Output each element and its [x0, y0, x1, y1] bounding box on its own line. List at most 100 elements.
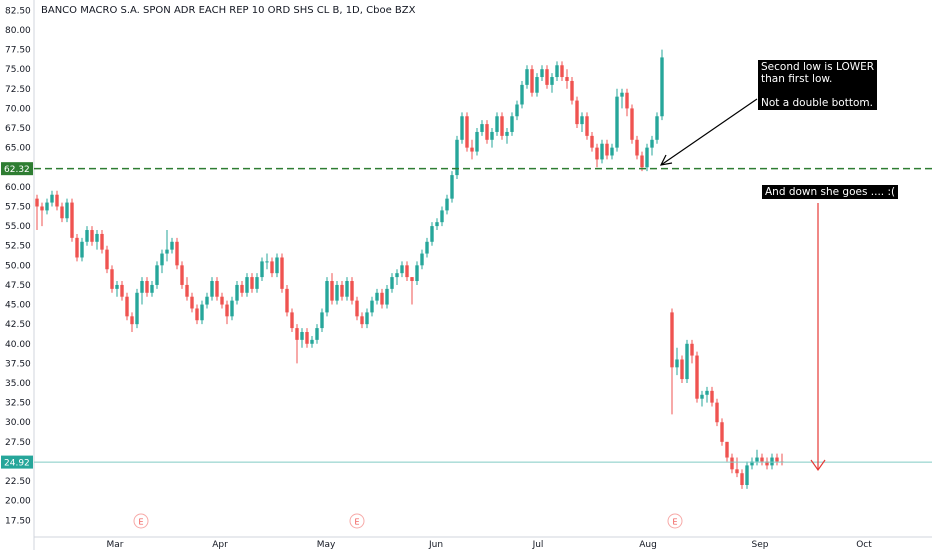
candle-body [585, 116, 589, 136]
y-tick-label: 47.50 [5, 281, 31, 291]
candle-body [170, 241, 174, 250]
chart-title: BANCO MACRO S.A. SPON ADR EACH REP 10 OR… [41, 5, 416, 16]
candle-body [140, 281, 144, 293]
earnings-marker-label: E [354, 518, 359, 527]
candle-body [745, 465, 749, 486]
candle-body [350, 281, 354, 301]
candle-body [675, 359, 679, 368]
earnings-marker[interactable] [133, 513, 149, 529]
last-price-label-bg [1, 455, 33, 469]
candle-body [430, 226, 434, 242]
candle-body [720, 422, 724, 442]
x-tick-label: Oct [856, 540, 872, 550]
y-tick-label: 37.50 [5, 359, 31, 369]
candle-body [590, 135, 594, 148]
candle-body [115, 284, 119, 289]
candle-body [700, 394, 704, 399]
candle-body [315, 328, 319, 340]
candle-body [35, 198, 39, 207]
candle-body [200, 304, 204, 321]
candle-body [455, 139, 459, 176]
candle-body [560, 65, 564, 78]
candle-body [570, 80, 574, 101]
candle-body [370, 300, 374, 313]
candle-body [615, 96, 619, 148]
candle-body [275, 257, 279, 274]
candle-body [505, 131, 509, 136]
candle-body [335, 284, 339, 301]
candle-body [705, 390, 709, 395]
support-price-label-bg [1, 162, 33, 176]
y-tick-label: 80.00 [5, 26, 31, 36]
candle-body [575, 100, 579, 125]
y-tick-label: 67.50 [5, 124, 31, 134]
y-tick-label: 77.50 [5, 46, 31, 56]
candle-body [175, 241, 179, 266]
y-tick-label: 65.00 [5, 144, 31, 154]
y-tick-label: 52.50 [5, 242, 31, 252]
candle-body [685, 343, 689, 380]
candle-body [420, 253, 424, 266]
candle-body [520, 84, 524, 105]
candle-body [260, 261, 264, 278]
candle-body [145, 281, 149, 293]
candle-body [515, 104, 519, 117]
earnings-marker[interactable] [349, 513, 365, 529]
candle-body [165, 249, 169, 254]
candle-body [100, 233, 104, 250]
x-tick-label: May [317, 540, 336, 550]
annotation-down-she-goes[interactable]: And down she goes .... :( [762, 185, 899, 199]
candle-body [265, 261, 269, 263]
candle-body [680, 359, 684, 380]
candle-body [40, 206, 44, 211]
candle-body [545, 69, 549, 85]
annotation-second-low[interactable]: Second low is LOWER than first low. Not … [758, 60, 878, 110]
candle-body [205, 296, 209, 305]
candle-body [530, 69, 534, 93]
annotation-arrow-head [659, 154, 673, 166]
y-tick-label: 20.00 [5, 497, 31, 507]
candle-body [285, 288, 289, 313]
candle-body [770, 457, 774, 466]
y-tick-label: 50.00 [5, 261, 31, 271]
candle-body [310, 339, 314, 344]
y-tick-label: 32.50 [5, 399, 31, 409]
candle-body [360, 316, 364, 325]
candle-body [555, 65, 559, 78]
earnings-marker-label: E [138, 518, 143, 527]
candle-body [535, 77, 539, 93]
candle-body [255, 277, 259, 289]
y-tick-label: 27.50 [5, 438, 31, 448]
candle-body [630, 108, 634, 140]
candle-body [280, 257, 284, 289]
candle-body [715, 402, 719, 423]
x-tick-label: Mar [107, 540, 124, 550]
candle-body [250, 277, 254, 289]
candle-body [85, 230, 89, 242]
candle-body [345, 281, 349, 297]
candle-body [395, 273, 399, 278]
candle-body [500, 116, 504, 136]
y-tick-label: 70.00 [5, 104, 31, 114]
candle-body [490, 131, 494, 140]
candle-body [655, 116, 659, 140]
earnings-marker[interactable] [667, 513, 683, 529]
support-price-label: 62.32 [4, 165, 30, 175]
candle-body [320, 312, 324, 329]
candle-body [45, 202, 49, 211]
candle-body [60, 206, 64, 219]
x-tick-label: Apr [212, 540, 228, 550]
candle-body [215, 281, 219, 297]
y-tick-label: 75.00 [5, 65, 31, 75]
down-arrow-head [810, 459, 826, 472]
y-tick-label: 45.00 [5, 301, 31, 311]
candle-body [605, 143, 609, 156]
y-tick-label: 82.50 [5, 6, 31, 16]
candle-body [55, 194, 59, 207]
candle-body [425, 241, 429, 254]
candle-body [640, 155, 644, 168]
candle-body [235, 284, 239, 301]
candle-body [355, 300, 359, 317]
candle-body [90, 230, 94, 242]
